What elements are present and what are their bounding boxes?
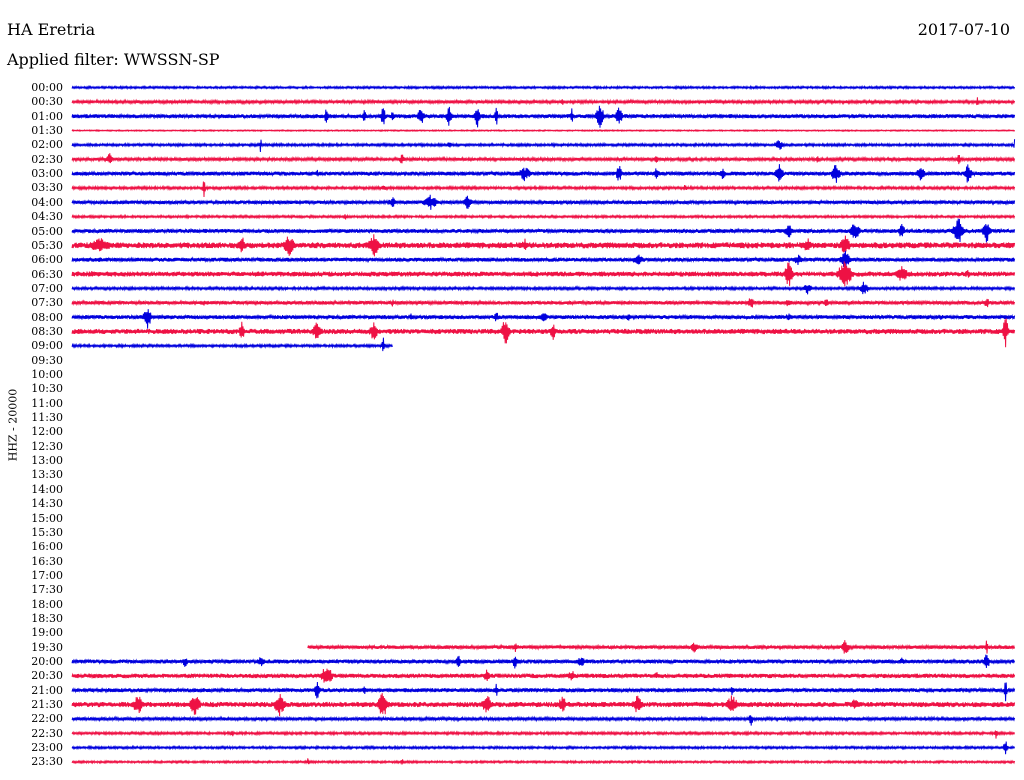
trace-2200 [71, 715, 1016, 726]
time-label: 22:30 [31, 726, 63, 740]
station-title: HA Eretria [7, 20, 96, 39]
time-label: 00:00 [31, 81, 63, 94]
time-label: 13:30 [31, 468, 63, 482]
time-label: 09:30 [31, 353, 63, 367]
time-label: 12:30 [31, 439, 63, 453]
trace-0700 [71, 281, 1016, 295]
trace-2130 [71, 693, 1016, 717]
trace-0630 [71, 261, 1016, 287]
time-label: 21:30 [31, 698, 63, 712]
time-label: 03:30 [31, 181, 63, 195]
time-label: 13:00 [31, 454, 63, 468]
time-label: 10:00 [31, 368, 63, 381]
time-label: 01:00 [31, 109, 63, 123]
time-label: 06:30 [31, 267, 63, 281]
time-label: 15:30 [31, 525, 63, 539]
time-label: 02:00 [31, 138, 63, 152]
time-label: 23:30 [31, 755, 63, 769]
trace-0300 [71, 164, 1016, 183]
time-label: 09:00 [31, 339, 63, 353]
trace-0000 [71, 84, 1016, 91]
trace-0100 [71, 105, 1016, 128]
time-label: 03:00 [31, 167, 63, 181]
time-label: 11:30 [31, 411, 63, 425]
trace-0530 [71, 234, 1016, 257]
trace-0900 [71, 337, 393, 352]
time-label: 05:00 [31, 224, 63, 238]
time-label: 21:00 [31, 683, 63, 697]
trace-0730 [71, 298, 1016, 308]
trace-2000 [71, 654, 1016, 669]
trace-0330 [71, 181, 1016, 198]
time-label: 10:30 [31, 382, 63, 396]
time-label: 19:00 [31, 626, 63, 640]
trace-2330 [71, 758, 1016, 765]
time-label: 11:00 [31, 396, 63, 410]
time-label: 12:00 [31, 425, 63, 439]
time-label: 08:30 [31, 324, 63, 338]
trace-0500 [71, 218, 1016, 243]
time-label: 16:30 [31, 554, 63, 568]
time-label: 08:00 [31, 310, 63, 324]
time-label: 22:00 [31, 712, 63, 726]
time-label: 02:30 [31, 152, 63, 166]
trace-0600 [71, 250, 1016, 270]
time-label: 14:30 [31, 497, 63, 511]
time-label: 07:30 [31, 296, 63, 310]
time-axis-labels: 00:00 00:30 01:00 01:30 02:00 02:30 03:00 03:30… [0, 0, 63, 780]
time-label: 23:00 [31, 741, 63, 755]
trace-0030 [71, 97, 1016, 106]
time-label: 17:30 [31, 583, 63, 597]
time-label: 01:30 [31, 124, 63, 138]
time-label: 17:00 [31, 568, 63, 582]
trace-0830 [71, 318, 1016, 348]
trace-1930 [307, 640, 1016, 654]
trace-2100 [71, 681, 1016, 702]
trace-0200 [71, 139, 1016, 153]
time-label: 19:30 [31, 640, 63, 654]
trace-2230 [71, 730, 1016, 739]
time-label: 06:00 [31, 253, 63, 267]
trace-0400 [71, 194, 1016, 210]
date-label: 2017-07-10 [917, 20, 1010, 39]
time-label: 15:00 [31, 511, 63, 525]
time-label: 20:00 [31, 655, 63, 668]
time-label: 04:00 [31, 195, 63, 209]
time-label: 04:30 [31, 210, 63, 224]
time-label: 05:30 [31, 238, 63, 252]
trace-0800 [71, 309, 1016, 329]
filter-label: Applied filter: WWSSN-SP [7, 50, 220, 69]
trace-2300 [71, 741, 1016, 755]
time-label: 14:00 [31, 482, 63, 496]
trace-0230 [71, 153, 1016, 165]
trace-0130 [71, 128, 1016, 133]
time-label: 20:30 [31, 669, 63, 683]
time-label: 07:00 [31, 281, 63, 295]
trace-2030 [71, 668, 1016, 683]
time-label: 16:00 [31, 540, 63, 554]
time-label: 18:30 [31, 611, 63, 625]
time-label: 18:00 [31, 597, 63, 611]
trace-0430 [71, 213, 1016, 220]
time-label: 00:30 [31, 95, 63, 109]
